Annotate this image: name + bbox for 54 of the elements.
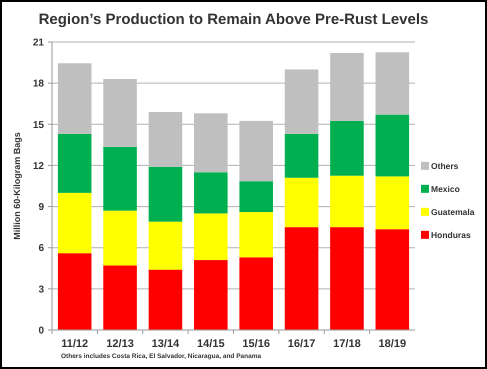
bar	[330, 120, 364, 176]
bar	[58, 192, 92, 254]
bar	[239, 181, 273, 212]
bar	[376, 229, 410, 330]
bar	[103, 146, 137, 211]
bar	[148, 112, 182, 167]
bar	[103, 79, 137, 147]
bar	[58, 253, 92, 330]
y-tick-label: 12	[32, 160, 44, 172]
bar	[194, 213, 228, 260]
bar	[194, 172, 228, 214]
y-tick-label: 9	[38, 202, 44, 214]
x-tick-label: 16/17	[288, 338, 316, 350]
x-tick-label: 17/18	[333, 338, 361, 350]
bar	[194, 260, 228, 330]
bar	[284, 134, 318, 178]
bar	[148, 222, 182, 270]
x-tick-label: 18/19	[378, 338, 406, 350]
bar	[284, 178, 318, 228]
bar	[330, 227, 364, 330]
bar	[103, 266, 137, 330]
bar	[330, 52, 364, 121]
bar	[58, 134, 92, 193]
legend-label: Mexico	[431, 184, 460, 194]
bar	[376, 176, 410, 230]
bar	[376, 52, 410, 115]
bar	[376, 114, 410, 176]
bar	[239, 212, 273, 258]
bar	[284, 227, 318, 330]
chart-title: Region’s Production to Remain Above Pre-Rust Levels	[38, 11, 428, 28]
bar	[284, 69, 318, 134]
bar	[194, 113, 228, 172]
legend-label: Honduras	[431, 230, 471, 240]
x-tick-label: 13/14	[152, 338, 180, 350]
bar	[103, 210, 137, 266]
y-tick-label: 6	[38, 243, 44, 254]
legend-label: Others	[431, 160, 459, 171]
x-tick-label: 11/12	[61, 338, 88, 350]
x-tick-label: 14/15	[197, 338, 225, 350]
bar	[330, 176, 364, 228]
y-tick-label: 0	[38, 326, 44, 336]
x-tick-label: 15/16	[242, 338, 270, 350]
bar	[148, 270, 182, 330]
bar	[239, 120, 273, 182]
y-tick-label: 18	[32, 78, 44, 90]
y-axis-title: Million 60-Kilogram Bags	[12, 132, 22, 240]
x-tick-label: 12/13	[106, 338, 134, 350]
y-tick-label: 15	[32, 120, 44, 131]
bar	[148, 166, 182, 222]
y-tick-label: 21	[32, 38, 44, 48]
bar	[239, 257, 273, 330]
bar	[58, 63, 92, 134]
legend-label: Guatemala	[431, 206, 475, 217]
y-tick-label: 3	[38, 284, 44, 296]
